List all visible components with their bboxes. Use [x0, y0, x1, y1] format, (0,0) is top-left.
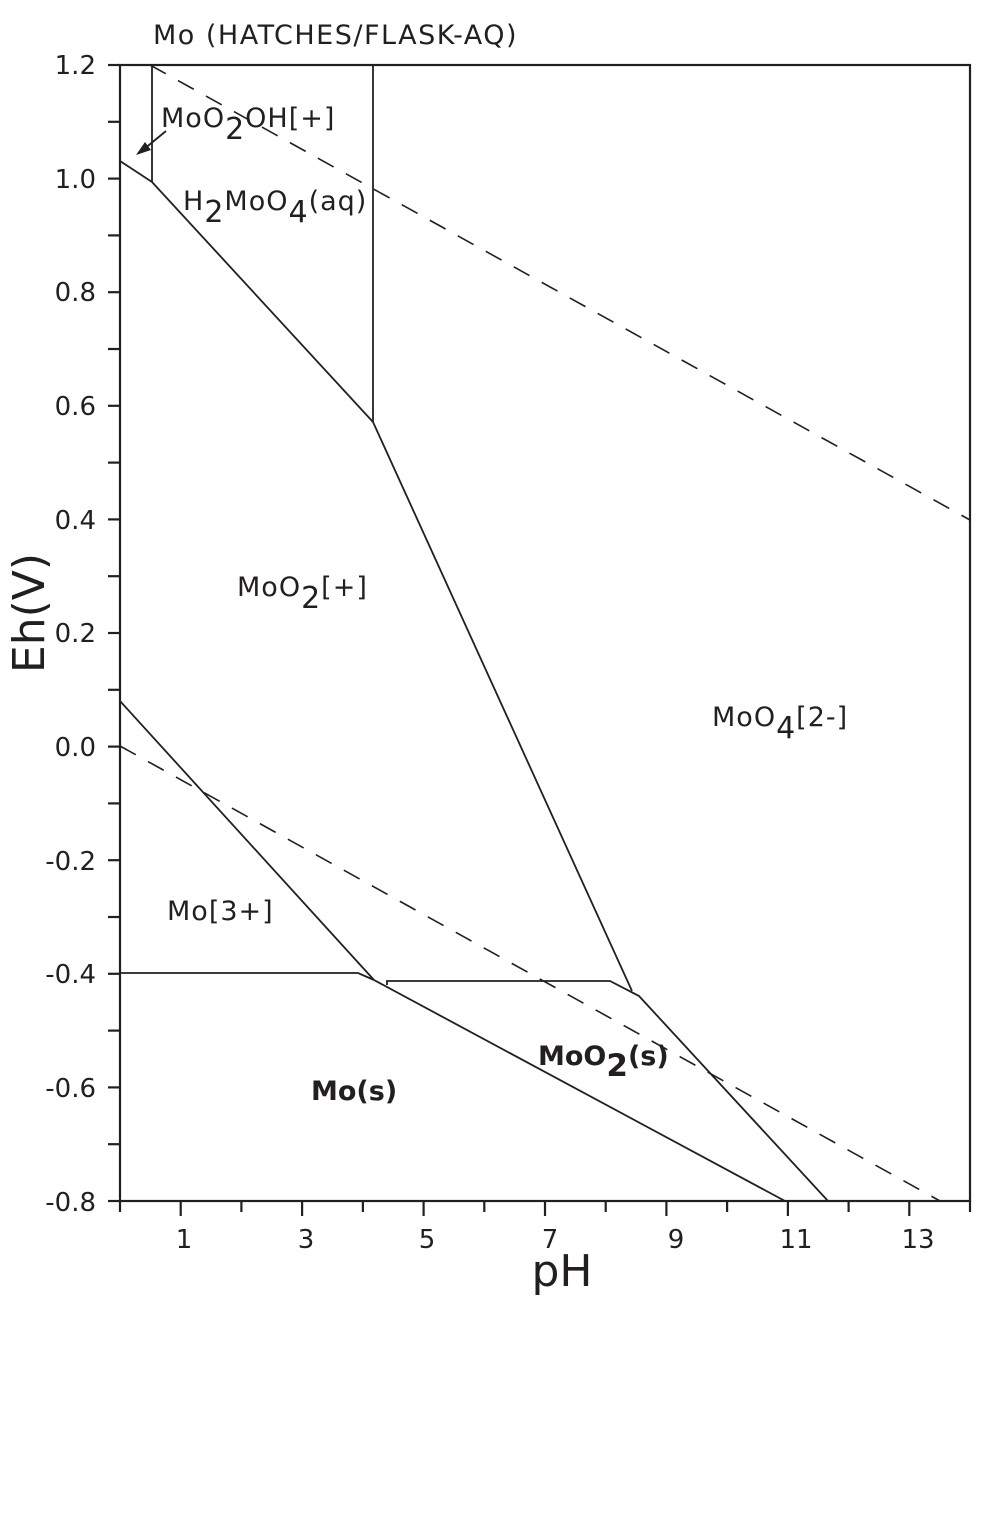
- y-tick-label: 0.4: [55, 506, 96, 536]
- y-tick-label: -0.4: [45, 960, 96, 990]
- y-axis-tick-labels: 1.2 1.0 0.8 0.6 0.4 0.2 0.0 -0.2 -0.4 -0…: [45, 51, 96, 1218]
- plot-frame: [118, 63, 972, 1203]
- water-upper-line: [149, 64, 971, 521]
- water-lower-line: [119, 745, 941, 1202]
- y-axis-ticks: [108, 63, 120, 1203]
- region-label-moo2-solid: MoO2(s): [538, 1041, 669, 1084]
- x-tick-label: 11: [779, 1225, 812, 1255]
- chart-title: Mo (HATCHES/FLASK-AQ): [153, 20, 518, 51]
- region-label-moo4: MoO4[2-]: [712, 702, 848, 746]
- x-axis-label: pH: [531, 1246, 592, 1297]
- x-axis-ticks: [118, 1201, 972, 1216]
- y-tick-label: 1.2: [55, 51, 96, 81]
- y-tick-label: 0.2: [55, 619, 96, 649]
- y-tick-label: -0.2: [45, 847, 96, 877]
- region-label-moo2-plus: MoO2[+]: [237, 572, 368, 616]
- x-axis-tick-labels: 1 3 5 7 9 11 13: [176, 1225, 935, 1255]
- y-tick-label: 0.8: [55, 278, 96, 308]
- y-tick-label: -0.8: [45, 1188, 96, 1218]
- y-tick-label: 1.0: [55, 165, 96, 195]
- x-tick-label: 5: [419, 1225, 436, 1255]
- y-tick-label: 0.6: [55, 392, 96, 422]
- region-label-mo3-plus: Mo[3+]: [167, 896, 274, 927]
- x-tick-label: 7: [542, 1225, 559, 1255]
- region-label-h2moo4: H2MoO4(aq): [183, 186, 367, 230]
- x-tick-label: 9: [668, 1225, 685, 1255]
- region-label-moo2oh: MoO2OH[+]: [161, 103, 335, 147]
- y-tick-label: -0.6: [45, 1074, 96, 1104]
- x-tick-label: 1: [176, 1225, 193, 1255]
- arrow-icon: [136, 130, 167, 155]
- y-axis-label: Eh(V): [4, 553, 55, 673]
- y-tick-label: 0.0: [55, 733, 96, 763]
- stability-boundaries: [119, 65, 829, 1202]
- region-label-mo-solid: Mo(s): [311, 1076, 397, 1107]
- x-tick-label: 13: [901, 1225, 934, 1255]
- x-tick-label: 3: [298, 1225, 315, 1255]
